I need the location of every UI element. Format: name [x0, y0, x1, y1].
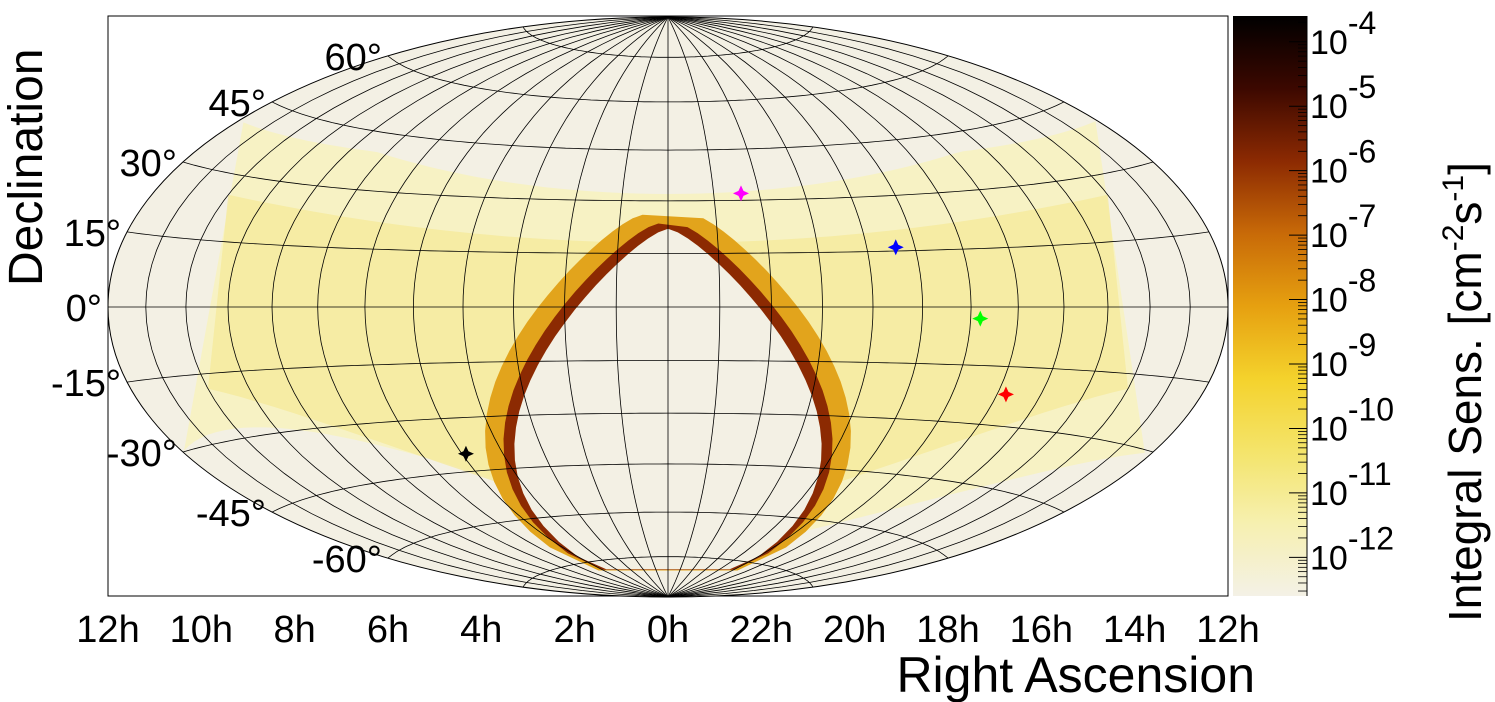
- dec-tick-label: 30°: [120, 143, 177, 185]
- dec-tick-label: 15°: [64, 213, 121, 255]
- meridian-line: [667, 16, 1151, 598]
- ra-tick-label: 12h: [76, 609, 139, 651]
- source-marker: [457, 445, 474, 462]
- ra-tick-label: 20h: [823, 609, 886, 651]
- meridian-line: [564, 16, 669, 598]
- meridian-line: [667, 16, 1019, 598]
- meridian-line: [317, 16, 669, 598]
- colorbar-tick-label: 10-7: [1310, 198, 1376, 255]
- colorbar-tick-label: 10-12: [1310, 520, 1394, 577]
- dec-tick-label: -45°: [196, 493, 266, 535]
- meridian-line: [667, 16, 874, 598]
- coordinate-grid: [107, 16, 1229, 598]
- ra-tick-label: 10h: [170, 609, 233, 651]
- meridian-line: [271, 16, 669, 598]
- meridian-line: [667, 16, 972, 598]
- meridian-line: [364, 16, 669, 598]
- colorbar-tick-label: 10-10: [1310, 391, 1394, 448]
- dec-tick-label: 45°: [209, 83, 266, 125]
- meridian-line: [145, 16, 669, 598]
- meridian-line: [667, 16, 1065, 598]
- ra-tick-label: 0h: [647, 609, 689, 651]
- ra-tick-labels: 12h 10h 8h 6h 4h 2h 0h 22h 20h 18h 16h 14h 12h: [76, 609, 1259, 651]
- dec-tick-label: -30°: [107, 433, 177, 475]
- meridian-line: [667, 16, 1109, 598]
- ra-tick-label: 14h: [1103, 609, 1166, 651]
- ra-tick-label: 18h: [916, 609, 979, 651]
- ra-tick-label: 4h: [460, 609, 502, 651]
- ra-tick-label: 2h: [554, 609, 596, 651]
- source-marker: [997, 386, 1014, 403]
- meridian-line: [227, 16, 669, 598]
- colorbar-tick-label: 10-4: [1310, 5, 1376, 62]
- x-axis-label: Right Ascension: [896, 647, 1255, 702]
- colorbar-gradient: [1233, 16, 1307, 596]
- meridian-line: [513, 16, 669, 598]
- y-axis-label: Declination: [0, 49, 53, 286]
- colorbar-tick-label: 10-11: [1310, 456, 1392, 513]
- colorbar-tick-label: 10-5: [1310, 69, 1376, 126]
- colorbar: 10-4 10-5 10-6 10-7 10-8 10-9 10-10 10-11 10-12: [1233, 5, 1394, 596]
- ra-tick-label: 6h: [367, 609, 409, 651]
- source-marker: [732, 185, 749, 202]
- dec-tick-label: -60°: [312, 539, 382, 581]
- source-marker: [887, 239, 904, 256]
- dec-tick-label: 60°: [325, 37, 382, 79]
- meridian-line: [667, 16, 823, 598]
- ra-tick-label: 22h: [730, 609, 793, 651]
- meridian-line: [185, 16, 669, 598]
- colorbar-tick-label: 10-9: [1310, 327, 1376, 384]
- colorbar-tick-label: 10-8: [1310, 263, 1376, 320]
- meridian-line: [667, 16, 721, 598]
- colorbar-ticks: [1289, 16, 1308, 596]
- meridian-line: [462, 16, 669, 598]
- colorbar-tick-labels: 10-4 10-5 10-6 10-7 10-8 10-9 10-10 10-11 10-12: [1310, 5, 1394, 577]
- dec-tick-label: 0°: [66, 288, 102, 330]
- dec-tick-labels: 60° 45° 30° 15° 0° -15° -30° -45° -60°: [51, 37, 382, 581]
- meridian-line: [667, 16, 1191, 598]
- meridian-line: [615, 16, 669, 598]
- colorbar-title: Integral Sens. [cm-2s-1]: [1437, 162, 1491, 622]
- ra-tick-label: 12h: [1196, 609, 1259, 651]
- dec-tick-label: -15°: [51, 363, 121, 405]
- source-markers: [457, 185, 1014, 462]
- meridian-line: [667, 16, 924, 598]
- source-marker: [972, 310, 989, 327]
- meridian-line: [667, 16, 772, 598]
- ra-tick-label: 16h: [1010, 609, 1073, 651]
- meridian-line: [412, 16, 669, 598]
- ra-tick-label: 8h: [274, 609, 316, 651]
- colorbar-tick-label: 10-6: [1310, 134, 1376, 191]
